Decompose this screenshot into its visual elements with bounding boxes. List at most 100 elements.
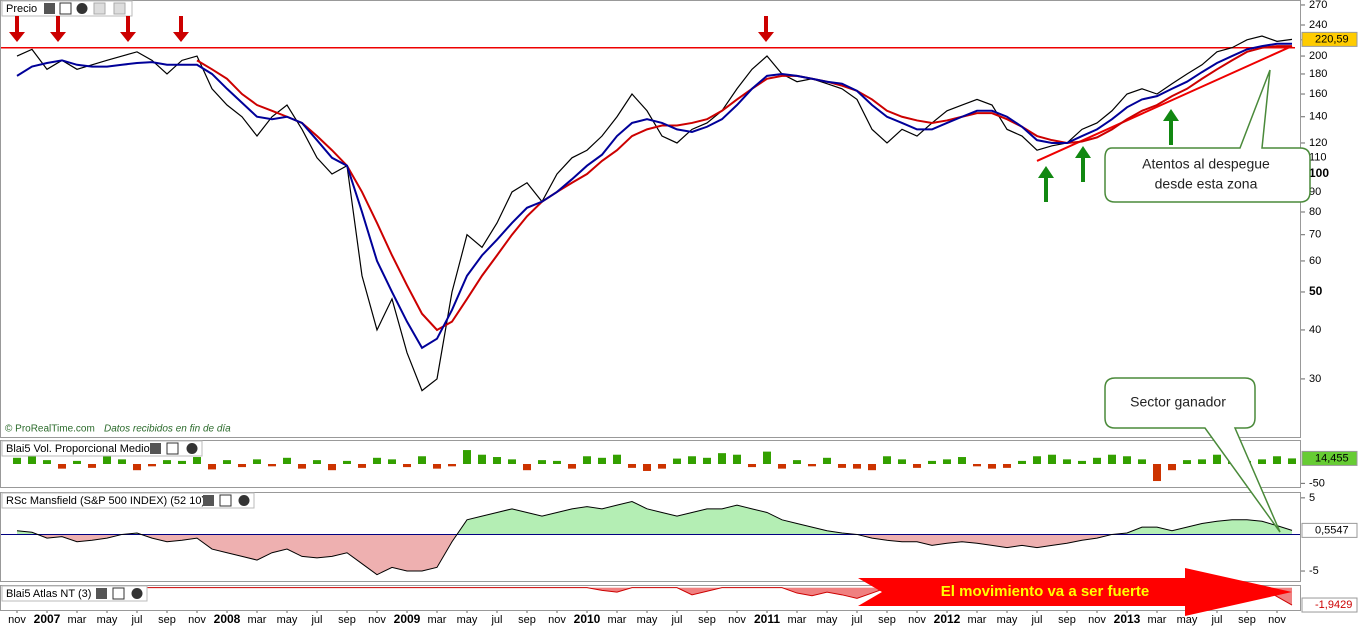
bar [313, 460, 321, 464]
panel-title: Precio [6, 3, 37, 15]
x-tick-label: 2011 [754, 612, 780, 626]
y-tick-label: 100 [1309, 166, 1329, 180]
bar [748, 464, 756, 468]
y-tick-label: 180 [1309, 68, 1327, 80]
x-tick-label: jul [1210, 614, 1222, 626]
bar [988, 464, 996, 469]
x-tick-label: nov [1088, 614, 1106, 626]
x-tick-label: 2010 [574, 612, 601, 626]
x-tick-label: may [637, 614, 658, 626]
down-icon[interactable] [113, 2, 126, 15]
y-tick-label: 200 [1309, 50, 1327, 62]
up-icon[interactable] [93, 2, 106, 15]
callout-box [1104, 377, 1281, 533]
bar [1123, 456, 1131, 464]
x-tick-label: 2009 [394, 612, 421, 626]
x-tick-label: sep [698, 614, 716, 626]
bar [973, 464, 981, 467]
bar [928, 460, 936, 464]
panel-header [1, 585, 148, 602]
bar [103, 456, 111, 464]
bar [718, 453, 726, 464]
window-icon[interactable] [112, 587, 125, 600]
last-value-box [1301, 522, 1358, 538]
bar [193, 457, 201, 464]
price-panel-frame [0, 0, 1301, 438]
bar [523, 464, 531, 471]
bar [1063, 459, 1071, 464]
bar [898, 459, 906, 464]
area-positive [17, 501, 1292, 535]
window-icon[interactable] [59, 2, 72, 15]
bar [13, 457, 21, 464]
bar [793, 460, 801, 464]
close-icon[interactable] [238, 495, 250, 506]
settings-icon[interactable] [203, 495, 214, 506]
x-tick-label: nov [1268, 614, 1286, 626]
bar [163, 460, 171, 464]
bar [658, 464, 666, 469]
x-tick-label: mar [968, 614, 987, 626]
red-arrows [9, 16, 774, 42]
bar [1168, 464, 1176, 471]
close-icon[interactable] [76, 3, 88, 14]
x-tick-label: jul [670, 614, 682, 626]
bar [883, 456, 891, 464]
x-tick-label: nov [728, 614, 746, 626]
y-tick-label: 110 [1309, 152, 1327, 164]
bar [688, 456, 696, 464]
x-tick-label: may [1177, 614, 1198, 626]
source: © ProRealTime.com [5, 424, 95, 435]
bar [1018, 460, 1026, 464]
bar [448, 464, 456, 467]
bar [1093, 457, 1101, 464]
bar [1183, 460, 1191, 464]
window-icon[interactable] [166, 442, 179, 455]
window-icon[interactable] [219, 494, 232, 507]
close-icon[interactable] [186, 443, 198, 454]
x-tick-label: may [997, 614, 1018, 626]
big-arrow [858, 568, 1292, 616]
callout-text: Atentos al despegue [1142, 156, 1270, 172]
bar [238, 464, 246, 468]
bar [913, 464, 921, 468]
arrow-text: El movimiento va a ser fuerte [941, 583, 1149, 600]
x-tick-label: nov [908, 614, 926, 626]
y-tick-label: 60 [1309, 255, 1321, 267]
bar [133, 464, 141, 471]
bar [43, 460, 51, 464]
close-icon[interactable] [131, 588, 143, 599]
bar [178, 460, 186, 464]
x-tick-label: mar [608, 614, 627, 626]
bar [433, 464, 441, 469]
bar [28, 454, 36, 464]
bar [1213, 454, 1221, 464]
bar [88, 464, 96, 468]
settings-icon[interactable] [150, 443, 161, 454]
settings-icon[interactable] [44, 3, 55, 14]
settings-icon[interactable] [96, 588, 107, 599]
price-line [16, 35, 1293, 392]
bar [463, 450, 471, 464]
y-tick-label: 70 [1309, 229, 1321, 241]
x-tick-label: 2013 [1114, 612, 1141, 626]
bar [418, 456, 426, 464]
bar [598, 457, 606, 464]
x-tick-label: mar [68, 614, 87, 626]
x-tick-label: jul [310, 614, 322, 626]
bar [1033, 456, 1041, 464]
x-tick-label: nov [548, 614, 566, 626]
bar [643, 464, 651, 471]
y-tick-label: 90 [1309, 186, 1321, 198]
last-value-label: 14,455 [1315, 452, 1349, 464]
x-tick-label: mar [428, 614, 447, 626]
x-tick-label: jul [1030, 614, 1042, 626]
bar [403, 464, 411, 468]
bar [673, 458, 681, 464]
bar [853, 464, 861, 469]
bar [328, 464, 336, 471]
x-tick-label: 2008 [214, 612, 241, 626]
green-arrows [1038, 109, 1179, 202]
bar [838, 464, 846, 468]
